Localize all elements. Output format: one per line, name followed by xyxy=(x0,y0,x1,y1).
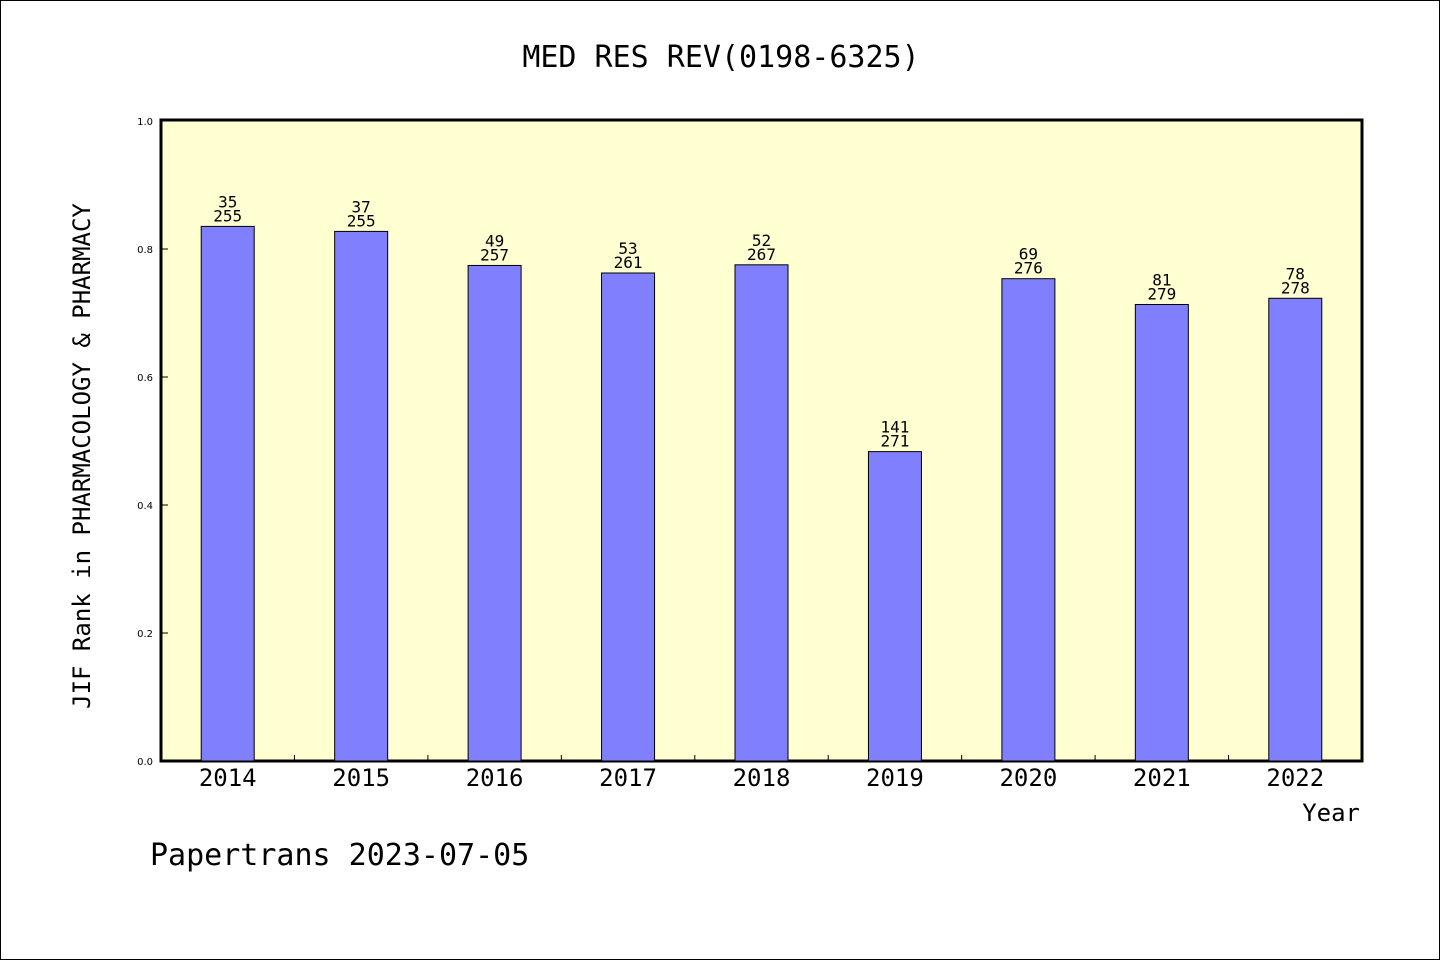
y-axis-label: JIF Rank in PHARMACOLOGY & PHARMACY xyxy=(68,203,96,709)
bar-total-label: 276 xyxy=(1014,259,1043,278)
bar-rank-label: 52 xyxy=(752,231,771,250)
x-tick-label: 2022 xyxy=(1266,764,1324,792)
bar-2022 xyxy=(1268,297,1323,762)
x-tick-label: 2014 xyxy=(199,764,257,792)
x-tick-label: 2021 xyxy=(1133,764,1191,792)
y-tick-label: 0.6 xyxy=(137,373,153,384)
y-tick-label: 0.0 xyxy=(137,757,153,768)
y-tick-label: 0.4 xyxy=(137,501,153,512)
x-tick-label: 2015 xyxy=(332,764,390,792)
bar-rank-label: 81 xyxy=(1152,270,1171,289)
bar-total-label: 271 xyxy=(880,432,909,451)
x-tick-label: 2018 xyxy=(733,764,791,792)
y-axis: 0.0 0.2 0.4 0.6 0.8 1.0 xyxy=(137,117,168,768)
bar-2018 xyxy=(734,264,789,762)
x-tick-label: 2016 xyxy=(466,764,524,792)
bar-2021 xyxy=(1134,303,1189,762)
bar-total-label: 261 xyxy=(614,253,643,272)
bar-total-label: 279 xyxy=(1147,284,1176,303)
bar-rank-label: 37 xyxy=(352,197,371,216)
bar-2020 xyxy=(1001,278,1056,762)
x-axis: 2014 2015 2016 2017 2018 2019 2020 2021 2022 xyxy=(199,755,1324,792)
y-tick-label: 1.0 xyxy=(137,117,153,128)
chart-title: MED RES REV(0198-6325) xyxy=(522,40,919,75)
bar-total-label: 257 xyxy=(480,245,509,264)
bar-total-label: 255 xyxy=(347,211,376,230)
footer-text: Papertrans 2023-07-05 xyxy=(150,838,529,873)
bar-rank-label: 53 xyxy=(618,239,637,258)
x-axis-label: Year xyxy=(1302,799,1360,827)
bar-2014 xyxy=(200,225,255,762)
bar-2017 xyxy=(601,272,656,762)
bar-rank-label: 141 xyxy=(880,418,909,437)
bar-total-label: 267 xyxy=(747,245,776,264)
bar-2015 xyxy=(334,230,389,762)
x-tick-label: 2020 xyxy=(999,764,1057,792)
y-tick-label: 0.2 xyxy=(137,629,153,640)
bar-total-label: 278 xyxy=(1281,278,1310,297)
bar-rank-label: 69 xyxy=(1019,245,1038,264)
bar-rank-label: 49 xyxy=(485,231,504,250)
y-tick-label: 0.8 xyxy=(137,245,153,256)
bar-rank-label: 78 xyxy=(1286,264,1305,283)
bar-rank-label: 35 xyxy=(218,192,237,211)
x-tick-label: 2019 xyxy=(866,764,924,792)
bar-total-label: 255 xyxy=(213,206,242,225)
bar-2019 xyxy=(867,451,922,762)
x-tick-label: 2017 xyxy=(599,764,657,792)
bar-2016 xyxy=(467,264,522,762)
